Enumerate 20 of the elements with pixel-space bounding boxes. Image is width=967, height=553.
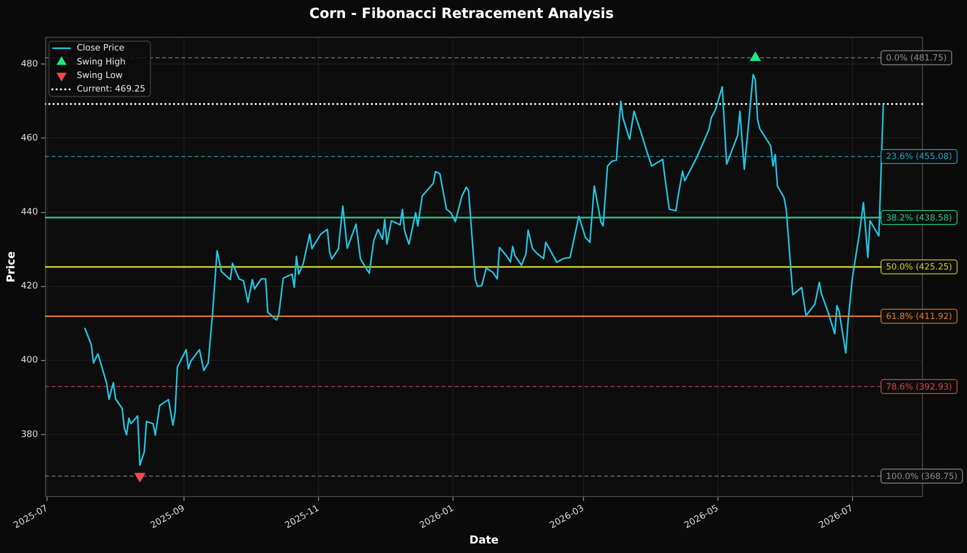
y-tick-label: 480 — [20, 60, 38, 70]
y-tick-label: 400 — [20, 356, 38, 366]
x-axis-title: Date — [469, 533, 499, 546]
y-tick-label: 460 — [20, 134, 38, 144]
legend-label: Current: 469.25 — [76, 84, 146, 95]
ref-line-label: 100.0% (368.75) — [886, 472, 958, 482]
ref-line-label: 50.0% (425.25) — [886, 262, 952, 273]
ref-line-label: 0.0% (481.75) — [886, 53, 947, 64]
ref-line-label: 61.8% (411.92) — [886, 312, 952, 322]
y-tick-label: 420 — [20, 282, 38, 292]
chart-title: Corn - Fibonacci Retracement Analysis — [309, 6, 614, 22]
legend-label: Swing Low — [76, 70, 123, 81]
y-tick-label: 440 — [20, 208, 38, 218]
ref-line-label: 38.2% (438.58) — [886, 213, 952, 224]
ref-line-label: 23.6% (455.08) — [886, 152, 952, 162]
ref-line-label: 78.6% (392.93) — [886, 382, 952, 392]
y-axis-title: Price — [4, 251, 18, 283]
legend-label: Close Price — [76, 44, 124, 54]
y-tick-label: 380 — [20, 430, 38, 440]
legend-label: Swing High — [76, 57, 126, 68]
